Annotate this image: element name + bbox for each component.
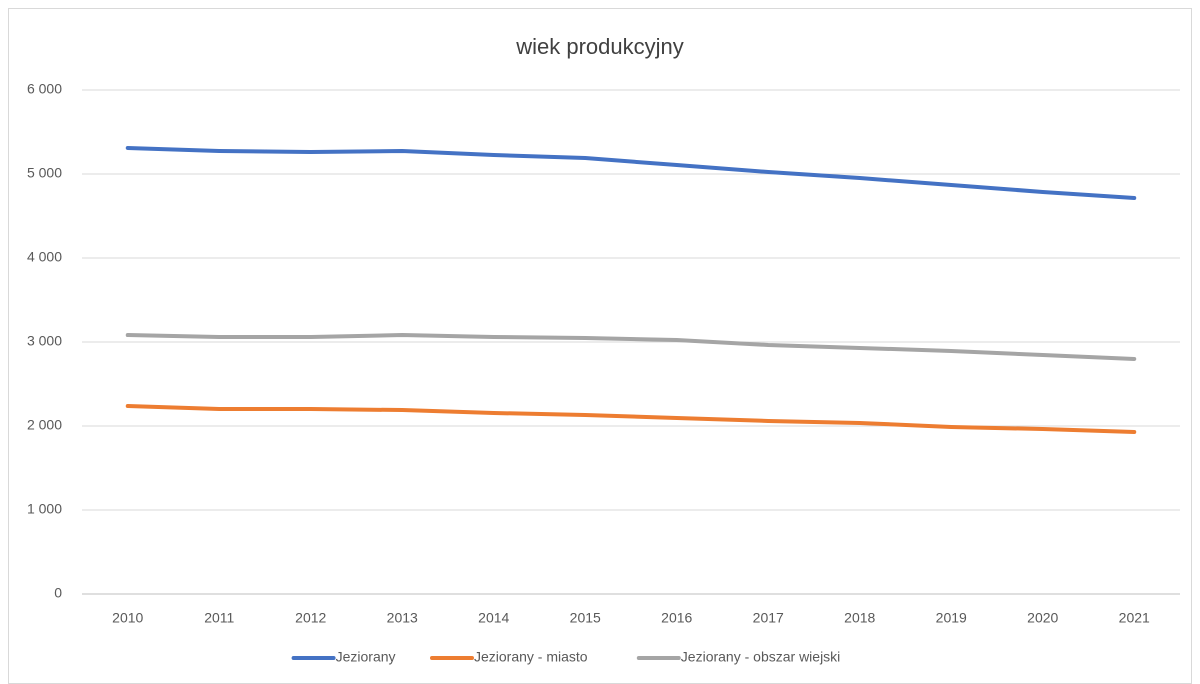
x-tick-label: 2011 [204, 610, 234, 626]
y-tick-label: 4 000 [27, 249, 62, 265]
chart-frame [8, 8, 1192, 684]
legend-label: Jeziorany - obszar wiejski [681, 649, 841, 665]
y-tick-label: 6 000 [27, 81, 62, 97]
x-tick-label: 2020 [1027, 610, 1058, 626]
y-tick-label: 1 000 [27, 501, 62, 517]
series-line [125, 145, 1137, 201]
x-tick-label: 2019 [936, 610, 967, 626]
y-tick-label: 0 [54, 585, 62, 601]
x-tick-label: 2012 [295, 610, 326, 626]
x-tick-label: 2016 [661, 610, 692, 626]
x-tick-label: 2021 [1119, 610, 1150, 626]
x-tick-label: 2015 [570, 610, 601, 626]
x-tick-label: 2010 [112, 610, 143, 626]
x-tick-label: 2017 [753, 610, 784, 626]
legend-label: Jeziorany - miasto [474, 649, 588, 665]
legend-label: Jeziorany [336, 649, 396, 665]
x-tick-label: 2013 [387, 610, 418, 626]
x-tick-label: 2014 [478, 610, 509, 626]
y-tick-label: 2 000 [27, 417, 62, 433]
chart-title: wiek produkcyjny [515, 34, 684, 59]
x-tick-label: 2018 [844, 610, 875, 626]
series-line [125, 333, 1137, 361]
series-line [125, 404, 1137, 434]
y-tick-label: 5 000 [27, 165, 62, 181]
y-tick-label: 3 000 [27, 333, 62, 349]
